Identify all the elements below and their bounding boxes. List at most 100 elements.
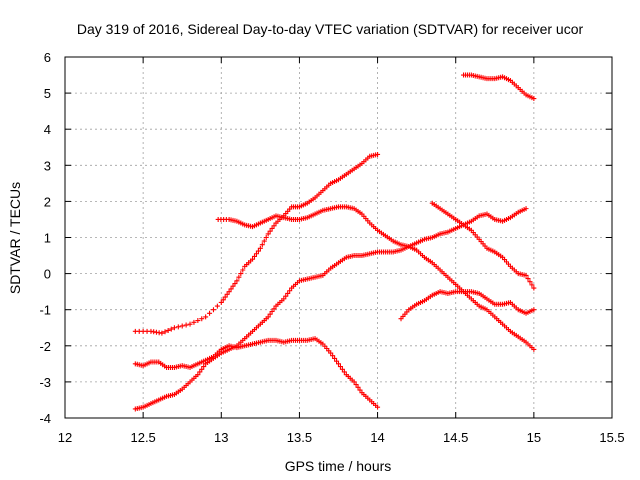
data-point <box>355 384 361 390</box>
y-tick-label: -4 <box>39 411 51 426</box>
data-point <box>265 314 271 320</box>
y-tick-label: 0 <box>44 267 51 282</box>
data-point <box>330 353 336 359</box>
x-tick-label: 12.5 <box>130 430 155 445</box>
series-track-7 <box>461 72 537 102</box>
data-point <box>336 361 341 367</box>
data-point <box>179 323 185 329</box>
data-point <box>197 369 203 375</box>
data-point <box>236 274 242 280</box>
series-track-4 <box>215 204 537 352</box>
data-point <box>267 228 273 234</box>
x-tick-label: 14.5 <box>443 430 468 445</box>
x-tick-label: 13.5 <box>287 430 312 445</box>
data-point <box>218 299 224 305</box>
data-point <box>255 248 261 254</box>
data-point <box>257 245 263 251</box>
data-point <box>265 231 271 237</box>
data-point <box>531 96 537 102</box>
data-point <box>224 291 230 297</box>
data-point <box>230 283 236 289</box>
data-point <box>271 306 277 312</box>
data-point <box>283 293 289 299</box>
data-point <box>261 238 267 244</box>
data-point <box>203 314 209 320</box>
data-point <box>263 235 269 240</box>
data-point <box>531 307 537 313</box>
data-point <box>375 404 381 410</box>
data-point <box>523 206 529 212</box>
data-point <box>207 310 213 316</box>
data-point <box>199 366 205 372</box>
data-point <box>201 364 207 370</box>
x-tick-label: 15 <box>527 430 541 445</box>
data-point <box>191 319 197 325</box>
series-track-3 <box>132 206 529 412</box>
data-point <box>234 278 240 284</box>
y-tick-label: -1 <box>39 303 51 318</box>
data-point <box>187 321 193 327</box>
data-point <box>199 316 205 322</box>
data-point <box>162 329 168 335</box>
data-point <box>353 382 359 388</box>
data-point <box>269 309 275 315</box>
data-point <box>171 325 177 331</box>
data-point <box>195 318 201 324</box>
y-tick-label: -3 <box>39 375 51 390</box>
y-tick-label: 5 <box>44 86 51 101</box>
data-point <box>168 326 174 332</box>
data-point <box>375 151 381 157</box>
data-point <box>332 355 338 361</box>
data-point <box>228 286 234 292</box>
data-point <box>328 350 334 356</box>
y-tick-label: 4 <box>44 122 51 137</box>
data-point <box>531 346 537 352</box>
series-track-6 <box>429 200 537 291</box>
data-point <box>210 307 216 313</box>
y-tick-label: -2 <box>39 339 51 354</box>
series-track-2 <box>132 336 381 410</box>
data-point <box>240 267 246 273</box>
data-point <box>525 276 531 282</box>
y-tick-label: 2 <box>44 194 51 209</box>
data-point <box>253 251 259 257</box>
data-point <box>287 288 293 294</box>
x-tick-label: 12 <box>58 430 72 445</box>
data-point <box>165 327 171 333</box>
data-point <box>531 285 537 291</box>
y-tick-label: 6 <box>44 50 51 65</box>
data-point <box>337 364 343 370</box>
data-point <box>222 294 228 300</box>
data-point <box>226 289 232 295</box>
data-point <box>529 282 535 288</box>
series-track-1 <box>132 151 381 336</box>
x-tick-label: 13 <box>214 430 228 445</box>
x-tick-label: 15.5 <box>599 430 624 445</box>
data-point <box>527 279 533 285</box>
data-point <box>341 369 347 375</box>
data-points <box>132 72 537 412</box>
data-point <box>259 242 265 248</box>
data-point <box>232 281 238 287</box>
data-point <box>351 379 357 385</box>
data-point <box>183 322 189 328</box>
x-axis-label: GPS time / hours <box>285 458 392 474</box>
data-point <box>220 297 226 303</box>
data-point <box>285 290 291 296</box>
data-point <box>269 225 275 231</box>
data-point <box>238 271 244 277</box>
data-point <box>214 303 220 309</box>
data-point <box>357 387 363 393</box>
y-tick-label: 3 <box>44 158 51 173</box>
data-point <box>523 272 529 278</box>
data-point <box>271 223 277 229</box>
data-point <box>339 366 345 372</box>
data-point <box>267 311 273 317</box>
data-point <box>195 372 201 378</box>
y-tick-label: 1 <box>44 231 51 246</box>
data-point <box>250 256 256 262</box>
data-point <box>159 330 165 336</box>
data-point <box>251 253 257 259</box>
